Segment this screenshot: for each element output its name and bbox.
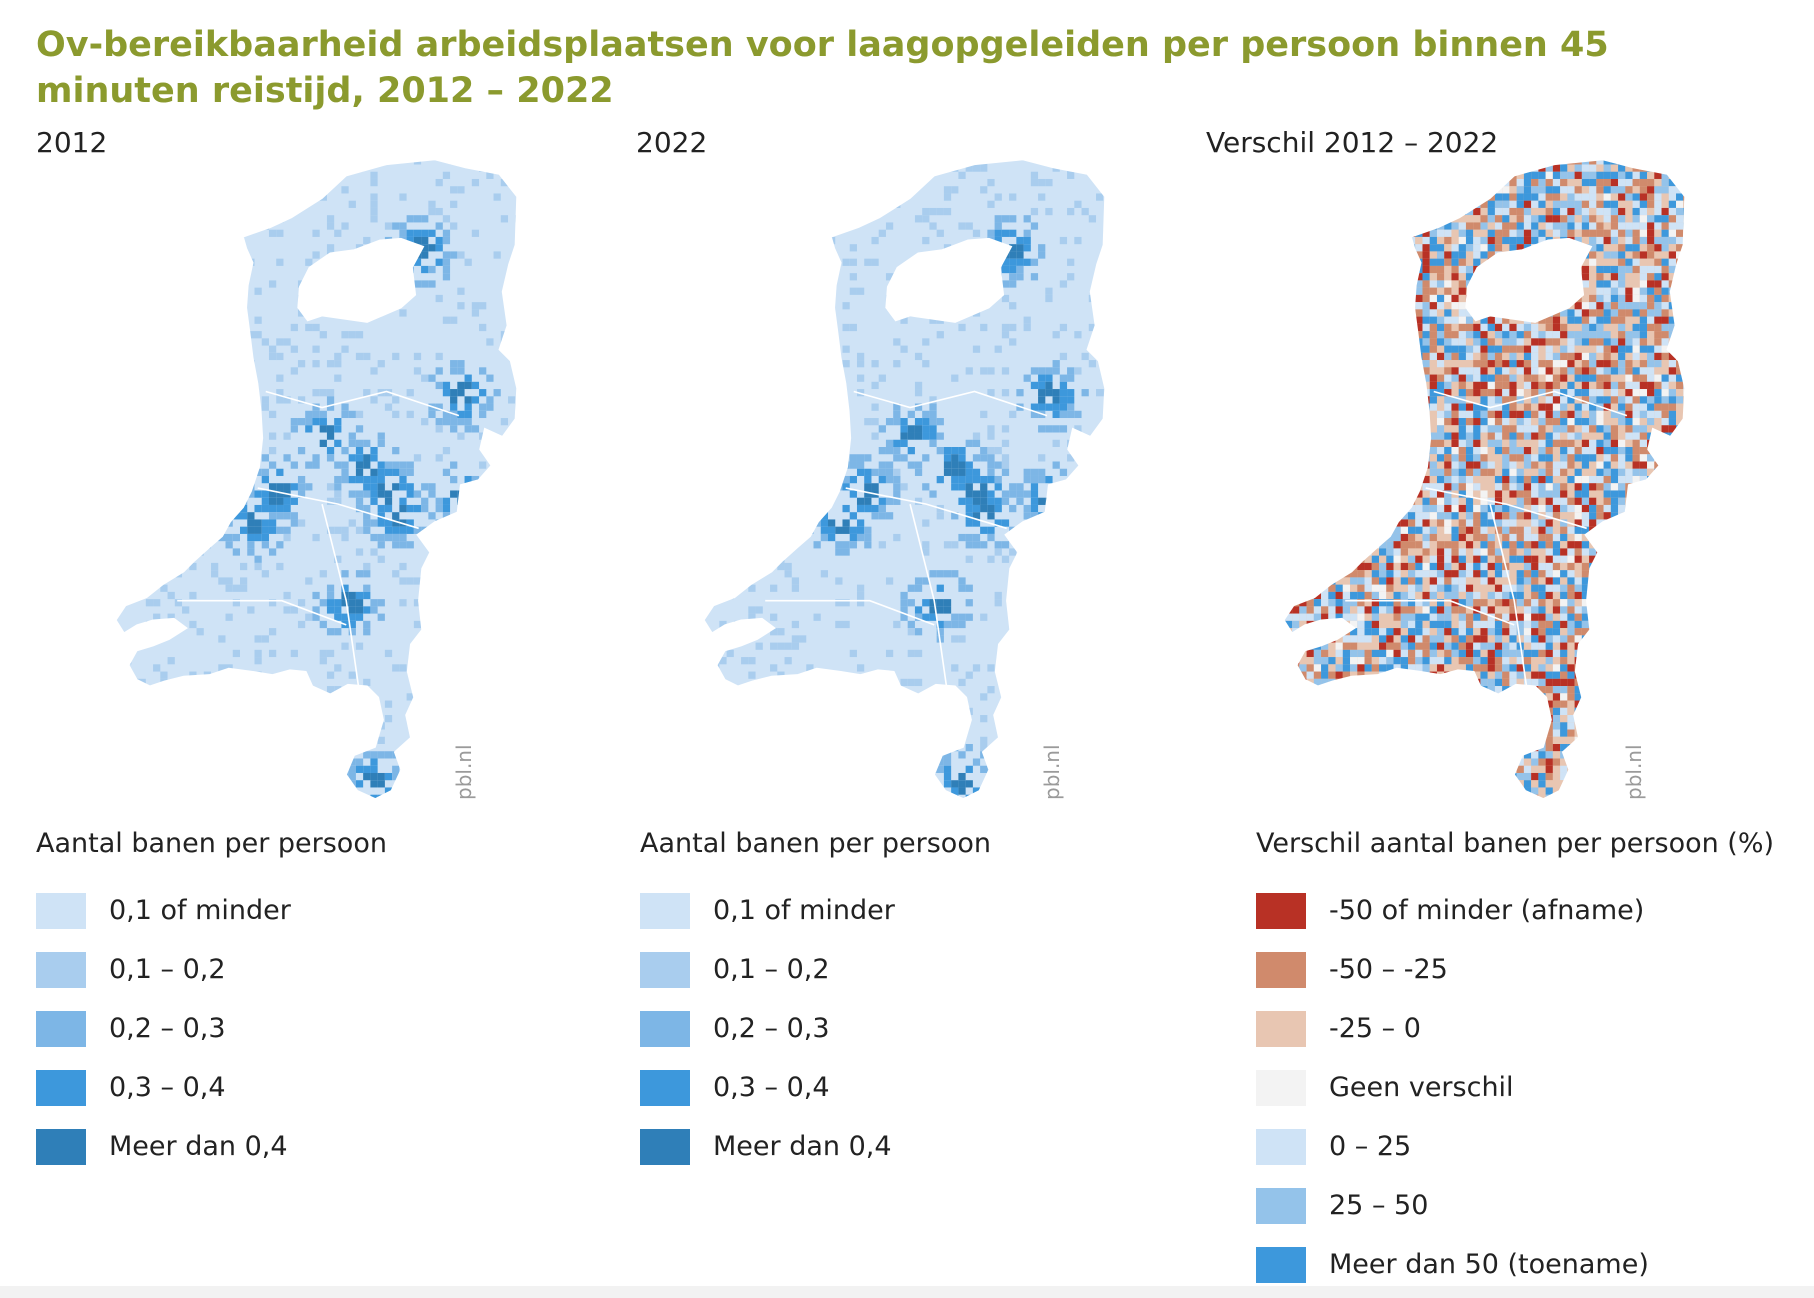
legend-item: -25 – 0 (1256, 999, 1774, 1058)
legend-label: 0,1 – 0,2 (109, 954, 226, 985)
legend-label: 25 – 50 (1329, 1190, 1429, 1221)
legend-item: Geen verschil (1256, 1058, 1774, 1117)
legend-label: Geen verschil (1329, 1072, 1514, 1103)
legend-item: 0,2 – 0,3 (640, 999, 991, 1058)
legend-swatch (1256, 1187, 1306, 1224)
legend-title: Verschil aantal banen per persoon (%) (1256, 828, 1775, 859)
legend-2022: Aantal banen per persoon 0,1 of minder 0,… (640, 828, 991, 1176)
legend-label: 0,2 – 0,3 (713, 1013, 830, 1044)
legend-swatch (1256, 1128, 1306, 1165)
legend-swatch (640, 1010, 690, 1047)
legend-swatch (640, 1128, 690, 1165)
legend-label: 0,1 – 0,2 (713, 954, 830, 985)
legend-swatch (640, 951, 690, 988)
legend-item: 0,3 – 0,4 (640, 1058, 991, 1117)
legend-item: 0,1 of minder (640, 881, 991, 940)
legend-label: 0,3 – 0,4 (109, 1072, 226, 1103)
legend-label: Meer dan 0,4 (109, 1131, 288, 1162)
panel-title-2022: 2022 (636, 126, 708, 159)
legend-swatch (36, 1010, 86, 1047)
legend-label: Meer dan 50 (toename) (1329, 1249, 1649, 1280)
legend-item: Meer dan 0,4 (640, 1117, 991, 1176)
legend-title: Aantal banen per persoon (36, 828, 387, 859)
legend-label: 0,3 – 0,4 (713, 1072, 830, 1103)
legend-label: Meer dan 0,4 (713, 1131, 892, 1162)
legend-item: -50 of minder (afname) (1256, 881, 1774, 940)
credit-label: pbl.nl (1622, 744, 1646, 800)
legend-label: 0 – 25 (1329, 1131, 1412, 1162)
legend-label: 0,1 of minder (713, 895, 895, 926)
legend-item: 0,3 – 0,4 (36, 1058, 387, 1117)
legend-label: -50 of minder (afname) (1329, 895, 1645, 926)
bottom-bar (0, 1286, 1814, 1298)
legend-swatch (640, 892, 690, 929)
legend-item: 0,1 – 0,2 (640, 940, 991, 999)
legend-swatch (640, 1069, 690, 1106)
legend-title: Aantal banen per persoon (640, 828, 991, 859)
legend-item: Meer dan 50 (toename) (1256, 1235, 1774, 1294)
legend-2012: Aantal banen per persoon 0,1 of minder 0,… (36, 828, 387, 1176)
map-2022 (624, 150, 1164, 814)
map-verschil (1204, 150, 1744, 814)
legend-swatch (1256, 951, 1306, 988)
legend-swatch (1256, 892, 1306, 929)
legend-label: 0,2 – 0,3 (109, 1013, 226, 1044)
credit-label: pbl.nl (1040, 744, 1064, 800)
panel-title-verschil: Verschil 2012 – 2022 (1206, 126, 1499, 159)
chart-title: Ov-bereikbaarheid arbeidsplaatsen voor l… (36, 25, 1609, 111)
legend-swatch (1256, 1069, 1306, 1106)
legend-swatch (36, 1069, 86, 1106)
map-2012 (36, 150, 576, 814)
legend-swatch (1256, 1246, 1306, 1283)
legend-label: -50 – -25 (1329, 954, 1448, 985)
legend-swatch (36, 892, 86, 929)
legend-item: 0,2 – 0,3 (36, 999, 387, 1058)
legend-swatch (1256, 1010, 1306, 1047)
legend-verschil: Verschil aantal banen per persoon (%) -5… (1256, 828, 1774, 1294)
legend-item: -50 – -25 (1256, 940, 1774, 999)
legend-item: 0,1 – 0,2 (36, 940, 387, 999)
legend-swatch (36, 1128, 86, 1165)
legend-item: 0 – 25 (1256, 1117, 1774, 1176)
legend-item: Meer dan 0,4 (36, 1117, 387, 1176)
legend-label: -25 – 0 (1329, 1013, 1421, 1044)
legend-swatch (36, 951, 86, 988)
legend-item: 25 – 50 (1256, 1176, 1774, 1235)
legend-item: 0,1 of minder (36, 881, 387, 940)
credit-label: pbl.nl (452, 744, 476, 800)
panel-title-2012: 2012 (36, 126, 108, 159)
legend-label: 0,1 of minder (109, 895, 291, 926)
